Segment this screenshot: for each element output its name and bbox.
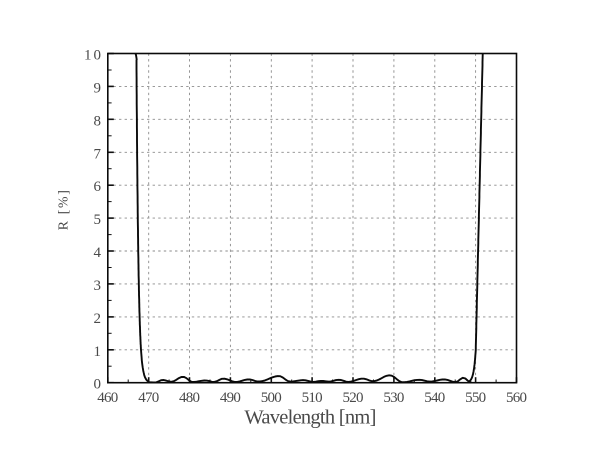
svg-text:510: 510 xyxy=(302,390,323,406)
svg-text:560: 560 xyxy=(506,390,527,406)
svg-text:1: 1 xyxy=(94,344,102,360)
svg-text:530: 530 xyxy=(383,390,404,406)
svg-text:460: 460 xyxy=(97,390,118,406)
svg-text:8: 8 xyxy=(94,113,102,129)
svg-text:Wavelength [nm]: Wavelength [nm] xyxy=(244,407,376,429)
svg-text:2: 2 xyxy=(94,311,102,327)
svg-text:6: 6 xyxy=(94,179,102,195)
svg-text:520: 520 xyxy=(343,390,364,406)
svg-text:500: 500 xyxy=(261,390,282,406)
svg-text:4: 4 xyxy=(94,245,102,261)
svg-text:3: 3 xyxy=(94,278,102,294)
svg-text:7: 7 xyxy=(94,146,102,162)
svg-text:540: 540 xyxy=(424,390,445,406)
svg-text:R [%]: R [%] xyxy=(56,190,71,230)
svg-text:0: 0 xyxy=(94,377,102,393)
svg-text:9: 9 xyxy=(94,80,102,96)
svg-text:470: 470 xyxy=(138,390,159,406)
svg-text:550: 550 xyxy=(465,390,486,406)
svg-text:490: 490 xyxy=(220,390,241,406)
svg-text:480: 480 xyxy=(179,390,200,406)
svg-text:5: 5 xyxy=(94,212,102,228)
